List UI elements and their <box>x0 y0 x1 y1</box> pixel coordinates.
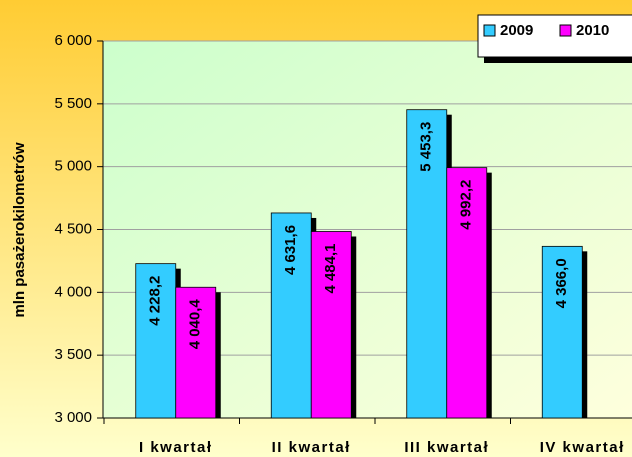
y-tick-label: 4 500 <box>54 220 92 237</box>
value-label: 4 040,4 <box>187 299 204 350</box>
y-tick-label: 5 000 <box>54 158 92 175</box>
bar <box>446 167 488 419</box>
bar <box>406 109 448 419</box>
y-tick-label: 3 500 <box>54 346 92 363</box>
y-tick-label: 5 500 <box>54 95 92 112</box>
y-tick-label: 4 000 <box>54 283 92 300</box>
bar <box>175 286 217 419</box>
legend <box>477 14 632 58</box>
value-label: 4 228,2 <box>147 276 164 326</box>
legend-swatch <box>559 24 572 37</box>
x-tick-label: I kwartał <box>139 439 213 456</box>
y-tick-label: 6 000 <box>54 32 92 49</box>
legend-label: 2009 <box>500 22 533 39</box>
x-tick-label: III kwartał <box>404 439 489 456</box>
value-label: 4 484,1 <box>322 243 339 293</box>
bar <box>310 231 352 419</box>
bar <box>270 212 312 419</box>
bar <box>541 245 583 419</box>
legend-label: 2010 <box>576 22 609 39</box>
value-label: 5 453,3 <box>418 122 435 172</box>
value-label: 4 992,2 <box>458 180 475 230</box>
legend-swatch <box>483 24 496 37</box>
y-tick-label: 3 000 <box>54 409 92 426</box>
x-tick-label: IV kwartał <box>540 439 625 456</box>
value-label: 4 631,6 <box>282 225 299 275</box>
value-label: 4 366,0 <box>553 258 570 308</box>
x-tick-label: II kwartał <box>272 439 351 456</box>
y-axis-title: mln pasażerokilometrów <box>11 142 28 317</box>
